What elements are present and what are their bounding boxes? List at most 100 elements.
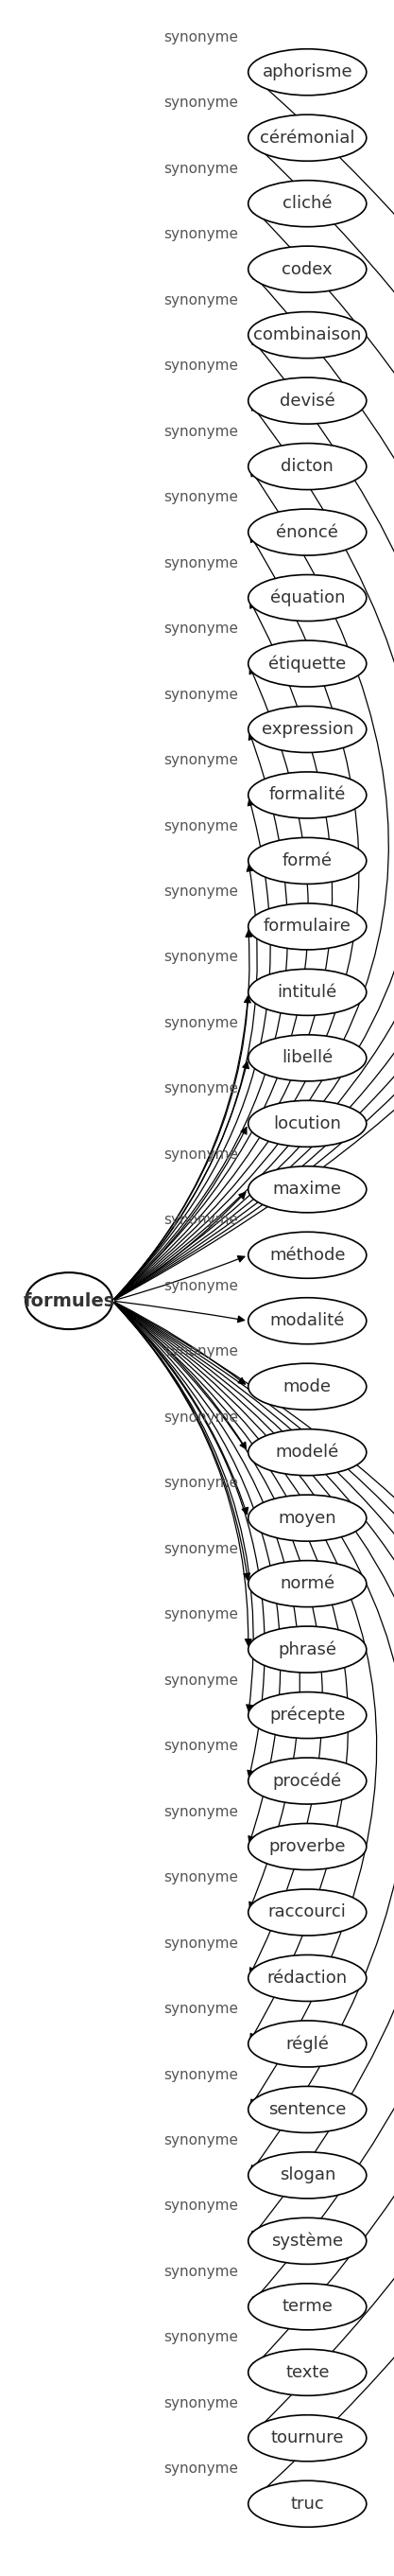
FancyArrowPatch shape [115, 1193, 245, 1298]
Text: synonyme: synonyme [164, 2463, 238, 2476]
Text: synonyme: synonyme [164, 1674, 238, 1687]
Text: synonyme: synonyme [164, 819, 238, 832]
Text: intitulé: intitulé [277, 984, 337, 999]
FancyArrowPatch shape [115, 142, 394, 1298]
Ellipse shape [248, 1494, 366, 1540]
FancyArrowPatch shape [115, 75, 394, 1301]
Text: énoncé: énoncé [276, 523, 338, 541]
Text: synonyme: synonyme [164, 621, 238, 636]
Text: cérémonial: cérémonial [260, 129, 355, 147]
FancyArrowPatch shape [114, 866, 257, 1298]
Text: synonyme: synonyme [164, 1937, 238, 1950]
Text: synonyme: synonyme [164, 489, 238, 505]
Text: synonyme: synonyme [164, 1015, 238, 1030]
Text: étiquette: étiquette [268, 654, 346, 672]
FancyArrowPatch shape [114, 404, 394, 1298]
FancyArrowPatch shape [114, 1061, 249, 1298]
FancyArrowPatch shape [114, 997, 251, 1298]
Text: synonyme: synonyme [164, 688, 238, 701]
Text: synonyme: synonyme [164, 1476, 238, 1489]
Text: synonyme: synonyme [164, 227, 238, 242]
Text: sentence: sentence [268, 2102, 346, 2117]
Ellipse shape [248, 2349, 366, 2396]
Text: dicton: dicton [281, 459, 334, 474]
Ellipse shape [248, 1100, 366, 1146]
Text: synonyme: synonyme [164, 162, 238, 175]
FancyArrowPatch shape [114, 469, 388, 1298]
Text: normé: normé [280, 1577, 335, 1592]
Text: slogan: slogan [279, 2166, 335, 2184]
Ellipse shape [248, 773, 366, 819]
FancyArrowPatch shape [114, 799, 270, 1298]
Text: précepte: précepte [269, 1705, 345, 1723]
FancyArrowPatch shape [114, 1303, 300, 1909]
Ellipse shape [248, 1625, 366, 1672]
Text: combinaison: combinaison [253, 327, 361, 343]
Ellipse shape [248, 49, 366, 95]
Text: synonyme: synonyme [164, 1739, 238, 1754]
Text: synonyme: synonyme [164, 294, 238, 307]
Ellipse shape [248, 1888, 366, 1935]
Text: synonyme: synonyme [164, 1806, 238, 1819]
Ellipse shape [248, 1955, 366, 2002]
FancyArrowPatch shape [114, 1303, 248, 1515]
FancyArrowPatch shape [114, 1303, 250, 1579]
Ellipse shape [248, 1231, 366, 1278]
Text: synonyme: synonyme [164, 95, 238, 111]
FancyArrowPatch shape [114, 536, 359, 1298]
Ellipse shape [248, 1036, 366, 1082]
Text: phrasé: phrasé [278, 1641, 336, 1659]
Text: codex: codex [282, 260, 333, 278]
Text: libellé: libellé [282, 1048, 333, 1066]
Text: synonyme: synonyme [164, 2264, 238, 2280]
Text: terme: terme [282, 2298, 333, 2316]
Ellipse shape [248, 379, 366, 425]
Text: synonyme: synonyme [164, 358, 238, 374]
FancyArrowPatch shape [114, 930, 252, 1298]
Text: procédé: procédé [273, 1772, 342, 1790]
Text: synonyme: synonyme [164, 884, 238, 899]
Ellipse shape [248, 837, 366, 884]
FancyArrowPatch shape [114, 1303, 348, 2040]
Ellipse shape [248, 1430, 366, 1476]
FancyArrowPatch shape [115, 1301, 394, 2501]
Ellipse shape [248, 116, 366, 162]
Ellipse shape [248, 2020, 366, 2066]
Text: synonyme: synonyme [164, 1345, 238, 1358]
FancyArrowPatch shape [114, 667, 309, 1298]
Text: rédaction: rédaction [267, 1971, 348, 1986]
Text: équation: équation [270, 590, 345, 608]
Text: proverbe: proverbe [269, 1839, 346, 1855]
Ellipse shape [248, 904, 366, 951]
Text: synonyme: synonyme [164, 2069, 238, 2081]
Text: synonyme: synonyme [164, 1409, 238, 1425]
Ellipse shape [248, 2481, 366, 2527]
Text: modelé: modelé [275, 1443, 339, 1461]
FancyArrowPatch shape [114, 734, 288, 1298]
Text: maxime: maxime [273, 1180, 342, 1198]
Text: cliché: cliché [282, 196, 332, 211]
FancyArrowPatch shape [114, 1303, 253, 1710]
Ellipse shape [248, 574, 366, 621]
Text: synonyme: synonyme [164, 425, 238, 438]
Ellipse shape [248, 1692, 366, 1739]
FancyArrowPatch shape [114, 1303, 394, 2172]
Text: aphorisme: aphorisme [262, 64, 353, 80]
Text: synonyme: synonyme [164, 2331, 238, 2344]
Text: synonyme: synonyme [164, 2200, 238, 2213]
Text: synonyme: synonyme [164, 1082, 238, 1095]
Ellipse shape [248, 180, 366, 227]
Ellipse shape [248, 247, 366, 294]
Text: synonyme: synonyme [164, 1607, 238, 1623]
Text: locution: locution [273, 1115, 341, 1133]
Text: synonyme: synonyme [164, 556, 238, 569]
FancyArrowPatch shape [115, 1301, 245, 1383]
Text: synonyme: synonyme [164, 1278, 238, 1293]
Text: formé: formé [282, 853, 333, 868]
Text: synonyme: synonyme [164, 2002, 238, 2017]
FancyArrowPatch shape [114, 1303, 246, 1448]
Ellipse shape [248, 1824, 366, 1870]
Text: synonyme: synonyme [164, 2133, 238, 2148]
Text: formalité: formalité [269, 786, 346, 804]
Ellipse shape [248, 2218, 366, 2264]
